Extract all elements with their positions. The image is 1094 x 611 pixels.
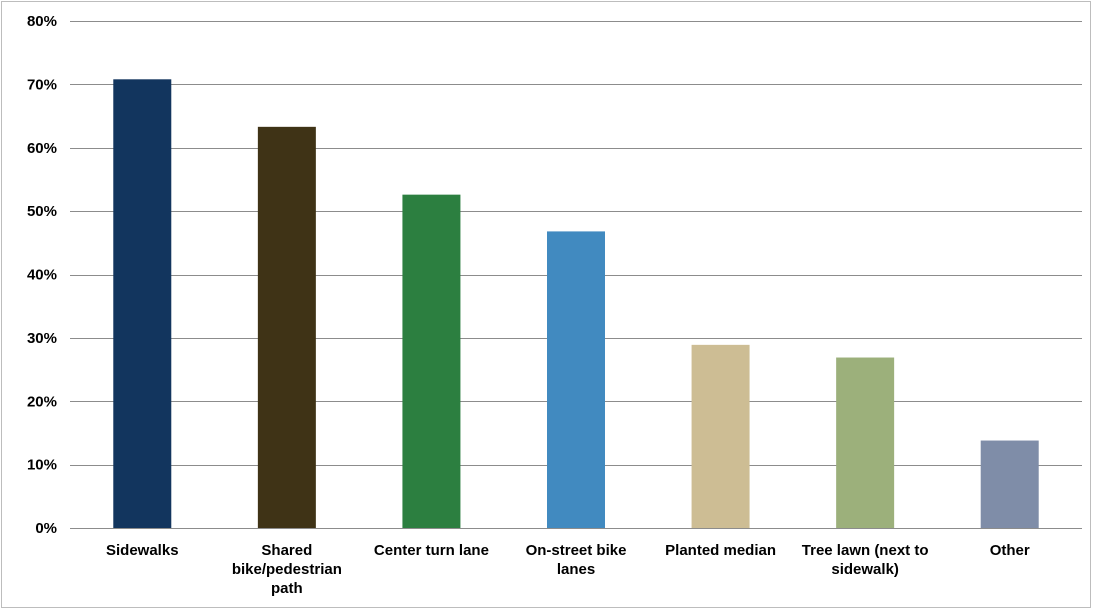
bar bbox=[547, 231, 605, 528]
y-tick-label: 0% bbox=[35, 520, 57, 537]
bar bbox=[691, 344, 750, 528]
y-tick-label: 70% bbox=[27, 76, 57, 93]
y-tick-label: 40% bbox=[27, 267, 57, 284]
gridlines bbox=[70, 21, 1082, 529]
bars bbox=[113, 79, 1039, 529]
x-tick-label: On-street bike lanes bbox=[526, 542, 627, 578]
y-tick-label: 60% bbox=[27, 140, 57, 157]
bar bbox=[402, 194, 461, 528]
y-axis-ticks: 0% 10% 20% 30% 40% 50% 60% 70% 80% bbox=[27, 13, 57, 537]
bar bbox=[836, 357, 895, 528]
y-tick-label: 50% bbox=[27, 203, 57, 220]
x-axis-labels: Sidewalks Shared bike/pedestrian path Center… bbox=[106, 542, 1030, 597]
y-tick-label: 80% bbox=[27, 13, 57, 30]
x-tick-label: Planted median bbox=[665, 542, 776, 559]
bar bbox=[113, 79, 172, 529]
bar bbox=[980, 440, 1039, 528]
y-tick-label: 10% bbox=[27, 457, 57, 474]
y-tick-label: 30% bbox=[27, 330, 57, 347]
y-tick-label: 20% bbox=[27, 393, 57, 410]
x-tick-label: Shared bike/pedestrian path bbox=[232, 542, 342, 597]
bar bbox=[257, 126, 316, 529]
x-tick-label: Tree lawn (next to sidewalk) bbox=[802, 542, 929, 578]
x-tick-label: Sidewalks bbox=[106, 542, 179, 559]
x-tick-label: Other bbox=[990, 542, 1030, 559]
x-tick-label: Center turn lane bbox=[374, 542, 489, 559]
